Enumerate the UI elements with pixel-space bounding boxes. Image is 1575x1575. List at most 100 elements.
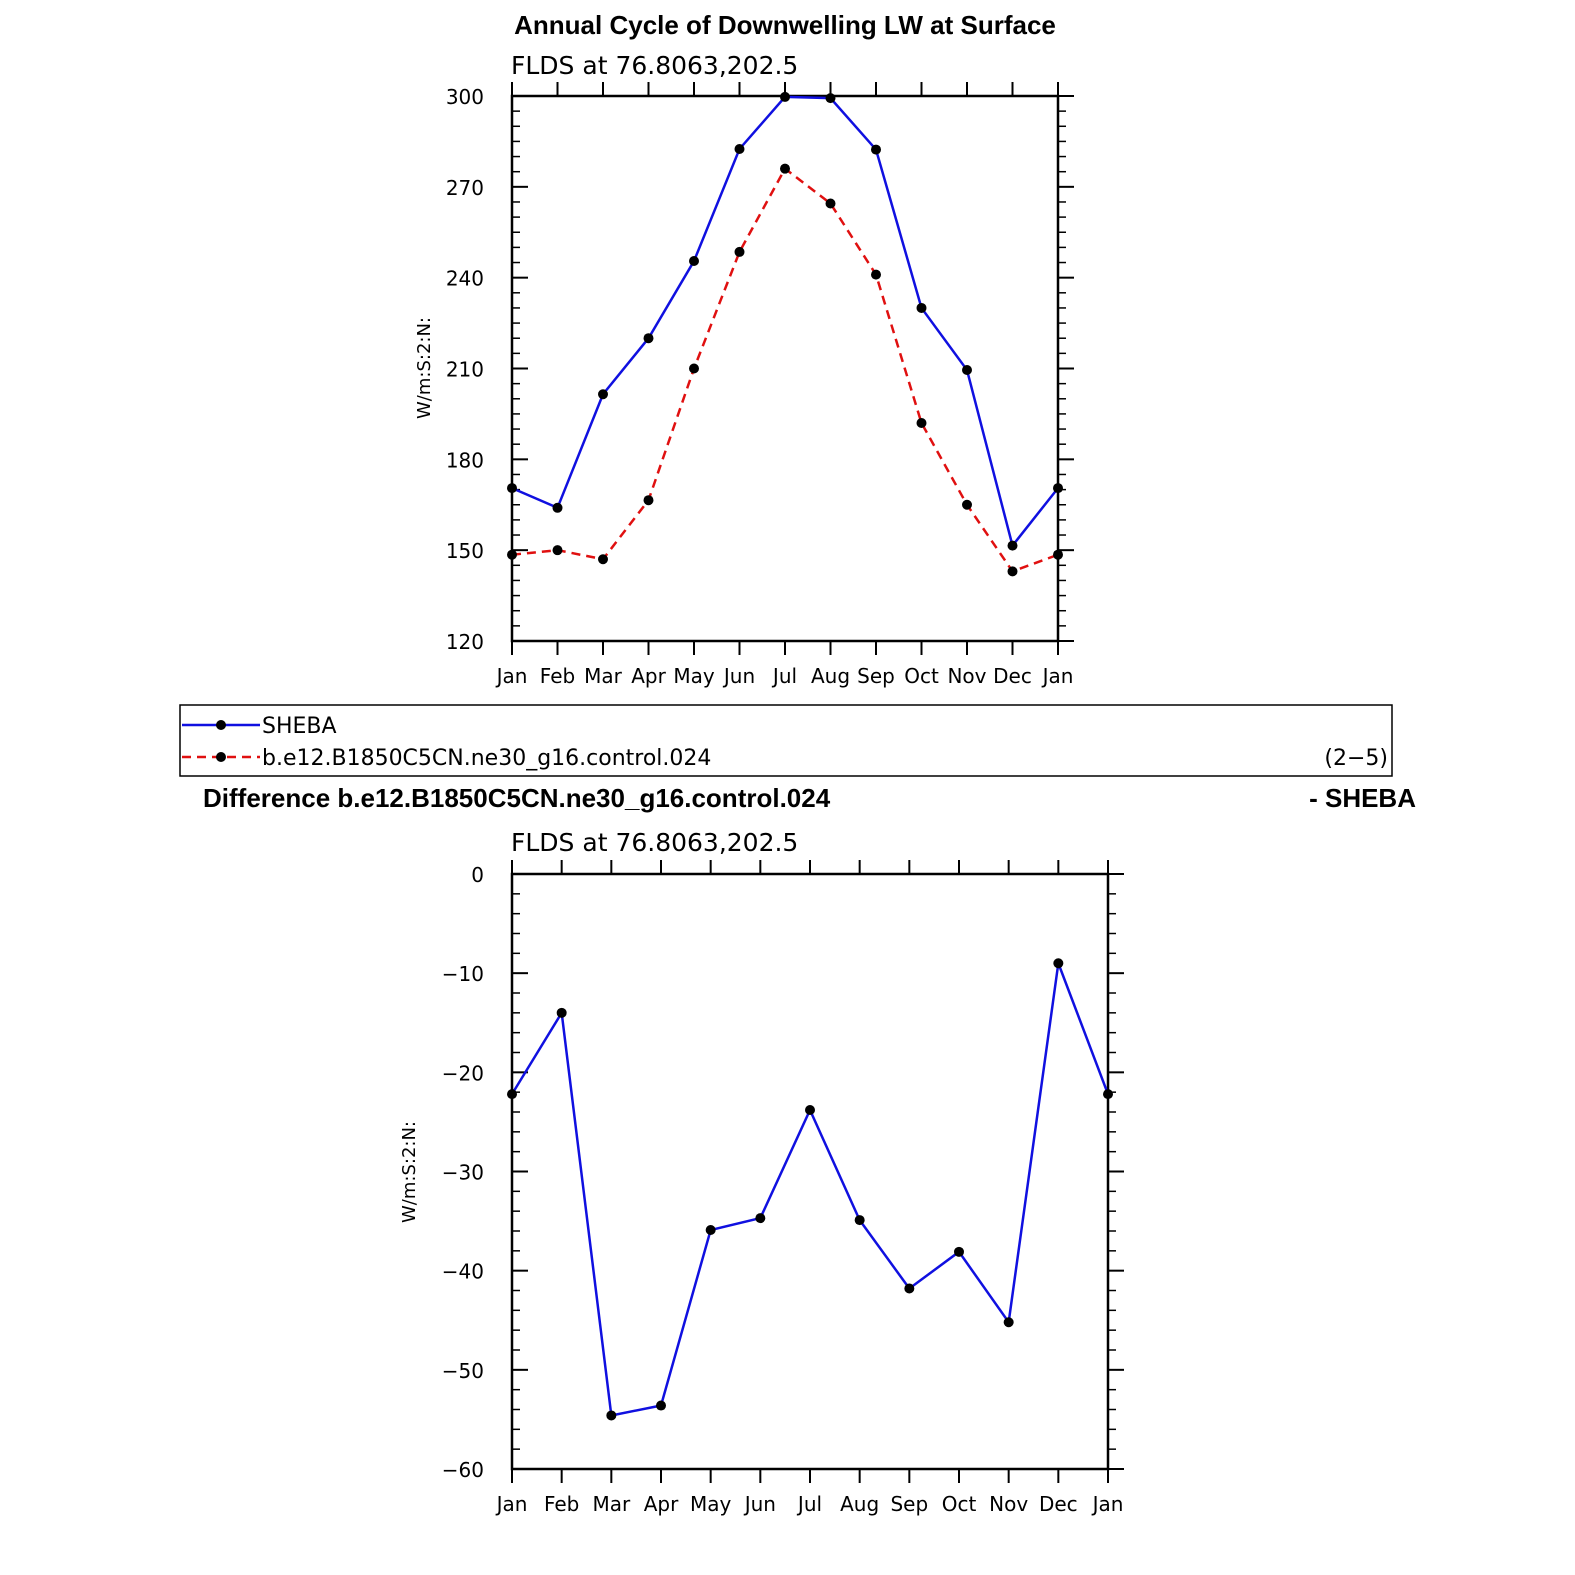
bottom-chart-series-0-point [1103, 1089, 1113, 1100]
legend-model-marker [216, 752, 226, 762]
bottom-chart-series-0-point [755, 1213, 766, 1224]
top-chart-xtick-label: Apr [631, 664, 666, 688]
bottom-chart-ytick-label: −50 [442, 1359, 484, 1383]
bottom-chart-xtick-label: Feb [544, 1492, 579, 1516]
bottom-chart-series-0-point [954, 1246, 964, 1257]
top-chart-series-0-point [689, 256, 699, 267]
top-chart-series-1-point [598, 554, 608, 565]
top-chart-series-0-point [552, 502, 563, 513]
legend-sheba-marker [216, 720, 226, 730]
top-chart-series-0-point [507, 483, 517, 494]
legend-box [179, 704, 1393, 777]
bottom-chart-series-0-point [556, 1007, 567, 1018]
bottom-chart-ytick-label: −10 [442, 962, 484, 986]
bottom-chart-xtick-label: Dec [1039, 1492, 1078, 1516]
bottom-chart-series-0-line [510, 962, 1110, 1417]
top-chart-xtick-label: Jul [771, 664, 797, 688]
top-chart-series-0-point [734, 143, 745, 154]
top-chart-series-1-point [825, 198, 836, 209]
top-chart-ytick-label: 300 [446, 85, 484, 109]
bottom-chart-series-0-point [507, 1089, 517, 1100]
top-chart-ytick-label: 240 [446, 267, 484, 291]
top-chart-series-1-point [734, 246, 745, 257]
bottom-chart-series-0-point [705, 1225, 716, 1236]
top-chart-ylabel: W/m:S:2:N: [414, 317, 435, 419]
bottom-chart-xtick-label: Apr [644, 1492, 679, 1516]
top-chart-series-0-point [825, 93, 836, 104]
top-chart-xtick-label: Jun [722, 664, 755, 688]
top-chart-series-0-point [916, 302, 927, 313]
bottom-chart-xtick-label: Jan [1091, 1492, 1124, 1516]
top-chart-series-1-point [780, 163, 790, 174]
bottom-chart-series-0-point [656, 1400, 666, 1411]
top-chart-series-1-point [1007, 566, 1018, 577]
bottom-chart-xtick-label: Jul [796, 1492, 822, 1516]
bottom-chart-title-right: - SHEBA [1309, 783, 1416, 813]
top-chart-xtick-label: Sep [857, 664, 895, 688]
top-chart-xtick-label: Jan [495, 664, 528, 688]
top-chart-frame [510, 94, 1060, 643]
top-chart-series-0-point [1007, 540, 1018, 551]
bottom-chart-xtick-label: Aug [840, 1492, 879, 1516]
bottom-chart-xtick-label: Jun [743, 1492, 776, 1516]
top-chart-xtick-label: Mar [584, 664, 623, 688]
bottom-chart-xtick-label: May [690, 1492, 732, 1516]
top-chart-series-1-point [871, 269, 881, 280]
top-chart-series-1-point [689, 363, 699, 374]
top-chart-xtick-label: Nov [947, 664, 986, 688]
legend: SHEBA b.e12.B1850C5CN.ne30_g16.control.0… [179, 704, 1393, 777]
bottom-chart-series-0-point [1003, 1317, 1014, 1328]
bottom-chart-title: Difference b.e12.B1850C5CN.ne30_g16.cont… [203, 783, 831, 813]
bottom-chart-ylabel: W/m:S:2:N: [399, 1121, 420, 1223]
bottom-chart-xtick-label: Sep [890, 1492, 928, 1516]
top-chart-subtitle: FLDS at 76.8063,202.5 [511, 51, 798, 80]
top-chart-series-0-point [962, 365, 972, 376]
top-chart-xtick-label: May [673, 664, 715, 688]
bottom-chart-series-0-point [904, 1283, 915, 1294]
bottom-chart-series-0-point [1053, 958, 1064, 969]
top-chart-title: Annual Cycle of Downwelling LW at Surfac… [514, 10, 1056, 40]
bottom-chart-ytick-label: −40 [442, 1260, 484, 1284]
top-chart-series-1-point [643, 495, 654, 506]
top-chart-xtick-label: Aug [811, 664, 850, 688]
bottom-chart-xtick-label: Nov [989, 1492, 1028, 1516]
legend-model-label: b.e12.B1850C5CN.ne30_g16.control.024 [262, 746, 711, 771]
bottom-chart-frame [510, 872, 1110, 1471]
panel-label: (2−5) [1324, 746, 1388, 771]
top-chart-xtick-label: Dec [993, 664, 1032, 688]
top-chart-ytick-label: 180 [446, 448, 484, 472]
top-chart-series-1-point [916, 418, 927, 428]
bottom-chart-ytick-label: −60 [442, 1458, 484, 1482]
bottom-chart-xtick-label: Mar [592, 1492, 631, 1516]
top-chart-series-1-point [1053, 549, 1063, 560]
top-chart-xtick-label: Oct [904, 664, 939, 688]
legend-sheba-label: SHEBA [262, 714, 337, 739]
bottom-plot-area: Jan Feb Mar Apr May Jun Jul Aug Sep Oct Nov Dec Jan−… [442, 860, 1124, 1516]
bottom-chart-xtick-label: Oct [942, 1492, 977, 1516]
top-chart-series-0-point [598, 389, 608, 400]
top-chart-series-1-point [962, 499, 972, 510]
bottom-chart-subtitle: FLDS at 76.8063,202.5 [511, 828, 798, 857]
bottom-chart-xtick-label: Jan [495, 1492, 528, 1516]
top-chart-xtick-label: Feb [540, 664, 575, 688]
bottom-chart-ytick-label: 0 [471, 863, 484, 887]
top-chart-series-1-line [511, 166, 1059, 573]
top-chart-ytick-label: 210 [446, 358, 484, 382]
top-chart-series-0-point [871, 144, 881, 155]
bottom-chart-ytick-label: −30 [442, 1161, 484, 1185]
top-chart-ytick-label: 120 [446, 630, 484, 654]
top-chart-series-1-point [552, 545, 563, 556]
top-plot-area: Jan Feb Mar Apr May Jun Jul Aug Sep Oct Nov Dec Jan 1… [446, 82, 1074, 688]
bottom-chart-series-0-point [606, 1410, 617, 1421]
top-chart-ytick-label: 150 [446, 539, 484, 563]
top-chart-series-0-point [780, 91, 790, 102]
top-chart-series-0-point [1053, 483, 1063, 494]
bottom-chart-series-0-point [854, 1215, 865, 1226]
bottom-chart-series-0-point [805, 1105, 815, 1116]
top-chart-series-1-point [507, 549, 517, 560]
top-chart-xtick-label: Jan [1041, 664, 1074, 688]
bottom-chart-ytick-label: −20 [442, 1061, 484, 1085]
top-chart-series-0-point [643, 333, 654, 344]
top-chart-ytick-label: 270 [446, 176, 484, 200]
